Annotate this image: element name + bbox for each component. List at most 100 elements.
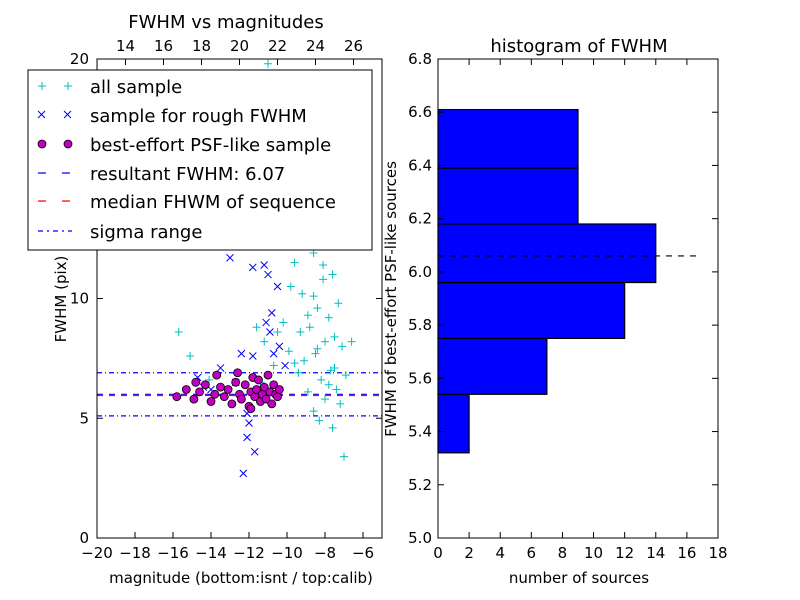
plus-point xyxy=(324,313,333,322)
plus-point xyxy=(264,59,272,68)
y-tick-label: 6.0 xyxy=(408,263,432,281)
plus-point xyxy=(340,452,348,461)
x-point xyxy=(275,342,284,351)
x-point xyxy=(216,364,225,372)
plus-point xyxy=(332,385,341,394)
x-point xyxy=(248,263,257,272)
x-tick-label: 0 xyxy=(433,544,443,562)
x-tick-label: 4 xyxy=(495,544,505,562)
legend-circle-marker xyxy=(37,139,47,149)
scatter-ylabel: FWHM (pix) xyxy=(52,256,70,343)
circle-point xyxy=(172,392,182,402)
circle-point xyxy=(246,404,256,414)
x-tick-label: 10 xyxy=(584,544,603,562)
plus-point xyxy=(252,323,261,332)
circle-point xyxy=(259,382,269,392)
plus-point xyxy=(300,356,309,365)
plus-point xyxy=(273,328,282,337)
circle-point xyxy=(227,399,237,409)
y-tick-label: 20 xyxy=(70,50,89,68)
y-tick-label: 5 xyxy=(79,409,89,427)
plus-point xyxy=(313,344,322,353)
plus-point xyxy=(336,399,345,408)
circle-point xyxy=(219,392,229,402)
circle-point xyxy=(216,382,225,392)
x-point xyxy=(248,352,257,360)
circle-point xyxy=(273,392,282,402)
plus-point xyxy=(347,337,356,346)
x-point xyxy=(264,270,272,279)
x-point xyxy=(245,419,253,427)
plus-point xyxy=(303,311,312,320)
legend-label: median FHWM of sequence xyxy=(90,192,336,213)
x-tick-label: −20 xyxy=(81,544,113,562)
x-tick-label: −18 xyxy=(119,544,151,562)
legend-x-marker xyxy=(37,110,72,119)
legend-label: all sample xyxy=(90,77,182,98)
top-x-tick-label: 20 xyxy=(230,37,249,55)
plus-point xyxy=(321,337,329,346)
plus-point xyxy=(174,328,183,337)
plus-point xyxy=(324,380,333,389)
scatter-marks xyxy=(97,59,382,478)
top-x-tick-label: 26 xyxy=(344,37,363,55)
plus-point xyxy=(341,371,350,380)
circle-point xyxy=(236,394,246,404)
y-tick-label: 6.2 xyxy=(408,210,432,228)
plus-point xyxy=(294,368,303,377)
x-point xyxy=(266,328,274,336)
plus-point xyxy=(269,361,278,370)
legend-circle-marker xyxy=(63,139,73,149)
histogram-bar xyxy=(437,223,657,284)
plus-point xyxy=(290,258,299,267)
circle-point xyxy=(274,385,284,394)
x-point xyxy=(260,261,269,269)
histogram-bar xyxy=(437,337,548,395)
plus-point xyxy=(309,407,318,416)
circle-point xyxy=(223,385,233,394)
plus-point xyxy=(313,304,322,313)
circle-point xyxy=(261,394,271,404)
plus-point xyxy=(260,337,269,346)
plus-point xyxy=(305,323,314,332)
x-point xyxy=(237,349,246,358)
histogram-panel: histogram of FWHM number of sources FWHM… xyxy=(382,36,728,587)
x-tick-label: −14 xyxy=(195,544,227,562)
circle-point xyxy=(181,385,191,394)
x-point xyxy=(281,361,289,370)
histogram-bar xyxy=(437,281,626,340)
scatter-panel: FWHM vs magnitudes magnitude (bottom:isn… xyxy=(27,12,383,587)
plus-point xyxy=(309,292,318,301)
circle-point xyxy=(212,370,222,380)
plus-point xyxy=(284,347,293,356)
circle-point xyxy=(263,370,273,380)
x-point xyxy=(250,447,259,456)
legend-frame xyxy=(27,69,373,251)
scatter-legend: all sample sample for rough FWHM best-ef… xyxy=(27,69,373,251)
legend-item-psf-sample: best-effort PSF-like sample xyxy=(37,135,331,156)
circle-point xyxy=(254,375,263,385)
histogram-bar xyxy=(437,108,579,169)
y-tick-label: 5.0 xyxy=(408,529,432,547)
circle-point xyxy=(231,377,241,387)
circle-point xyxy=(200,380,210,390)
top-x-tick-label: 14 xyxy=(116,37,135,55)
histogram-ylabel: FWHM of best-effort PSF-like sources xyxy=(382,161,400,437)
x-tick-label: 6 xyxy=(527,544,537,562)
x-point xyxy=(273,282,282,291)
plus-point xyxy=(296,328,305,337)
histogram-bar xyxy=(437,167,579,225)
plus-point xyxy=(319,260,328,269)
histogram-plot-area xyxy=(437,59,718,538)
legend-item-resultant: resultant FWHM: 6.07 xyxy=(38,164,285,185)
plus-point xyxy=(319,275,328,284)
y-tick-label: 6.8 xyxy=(408,50,432,68)
x-tick-label: 18 xyxy=(708,544,727,562)
x-point xyxy=(267,309,276,317)
y-tick-label: 5.4 xyxy=(408,423,432,441)
plus-point xyxy=(338,342,347,351)
y-tick-label: 5.6 xyxy=(408,369,432,387)
x-tick-label: 2 xyxy=(464,544,474,562)
legend-label: sample for rough FWHM xyxy=(90,106,307,127)
plus-point xyxy=(328,423,337,432)
